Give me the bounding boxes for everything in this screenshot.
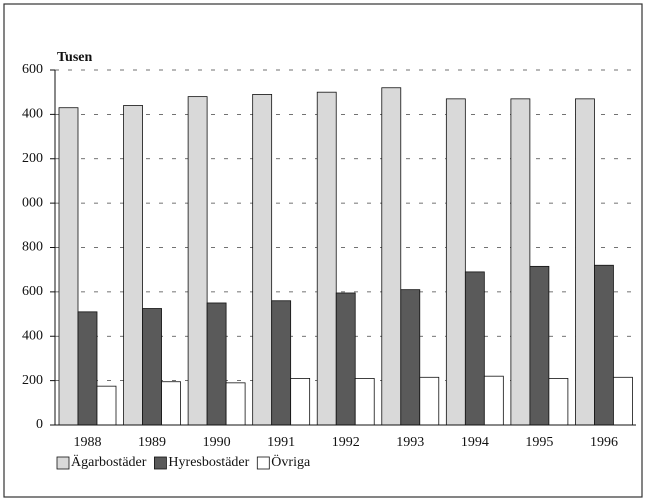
bar [316,91,337,426]
x-tick-label: 1996 [590,435,618,450]
bar [400,289,421,426]
legend-swatch [256,456,270,470]
x-tick-label: 1992 [332,435,360,450]
x-tick-label: 1990 [203,435,231,450]
bar [335,292,356,426]
y-axis-label: Tusen [57,50,93,65]
bar [381,87,402,426]
frame [3,3,643,498]
bar [123,105,143,426]
legend-swatch [154,456,167,470]
bar [419,376,440,426]
legend-label: Ägarbostäder [71,453,147,470]
bar [575,98,595,426]
y-tick-label: 200 [22,373,43,388]
bar [187,96,208,426]
x-tick-label: 1995 [525,435,553,450]
bar [77,311,98,426]
x-tick-label: 1994 [461,435,489,450]
bar [529,265,550,426]
x-tick-label: 1991 [267,435,295,450]
y-tick-label: 800 [22,240,43,255]
bar [161,381,181,426]
bar [464,271,485,426]
bar [58,107,79,426]
bar [96,385,117,426]
y-tick-label: 200 [22,151,43,166]
bar [290,378,311,426]
bar [142,308,162,426]
y-tick-label: 600 [22,284,43,299]
bar [445,98,466,426]
y-tick-label: 600 [22,62,43,77]
bar [354,378,375,426]
y-tick-label: 0 [36,417,43,432]
y-tick-label: 400 [22,107,43,122]
bar [206,302,227,426]
legend-label: Hyresbostäder [168,455,249,470]
bar [271,300,292,426]
y-tick-label: 000 [22,195,43,210]
x-tick-label: 1988 [74,435,102,450]
x-tick-label: 1989 [138,435,166,450]
bar [594,264,614,426]
bar [548,378,569,426]
bar [225,382,246,426]
legend-label: Övriga [271,453,311,470]
bar [483,375,504,426]
legend-swatch [56,456,70,470]
y-tick-label: 400 [22,328,43,343]
bar [510,98,531,426]
bar [252,94,273,426]
x-tick-label: 1993 [396,435,424,450]
bar [613,376,633,426]
